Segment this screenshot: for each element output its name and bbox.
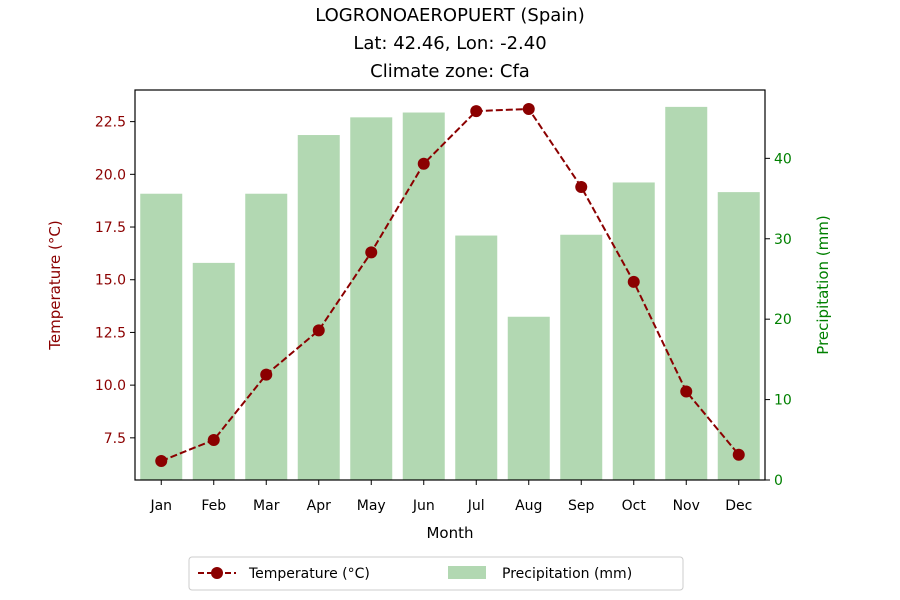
legend-precipitation-swatch: [448, 566, 486, 579]
legend-box: [188, 556, 684, 591]
temp-point-sep: [575, 180, 588, 193]
precip-bar-nov: [665, 106, 708, 480]
temp-point-dec: [732, 448, 745, 461]
x-tick-label: Dec: [725, 498, 752, 514]
precip-bar-apr: [297, 135, 340, 480]
x-tick-label: Feb: [201, 498, 226, 514]
right-axis-label: Precipitation (mm): [814, 215, 832, 354]
temp-point-mar: [260, 368, 273, 381]
precipitation-bars: [140, 106, 760, 480]
precip-bar-oct: [612, 182, 655, 480]
right-tick-label: 40: [774, 151, 792, 167]
temperature-series-line: [160, 107, 740, 462]
x-tick-label: Sep: [568, 498, 595, 514]
left-tick-label: 20.0: [95, 167, 126, 183]
chart-title-line-1: LOGRONOAEROPUERT (Spain): [315, 5, 585, 26]
left-tick-label: 7.5: [104, 431, 126, 447]
legend-precipitation-label: Precipitation (mm): [502, 566, 632, 582]
left-tick-label: 10.0: [95, 378, 126, 394]
left-tick-label: 17.5: [95, 220, 126, 236]
chart-title-line-3: Climate zone: Cfa: [370, 61, 530, 82]
x-tick-label: Apr: [307, 498, 331, 514]
x-axis-label: Month: [426, 524, 473, 542]
left-axis-ticks: 7.5 10.0 12.5 15.0 17.5 20.0 22.5: [95, 115, 135, 447]
precip-bar-aug: [507, 316, 550, 480]
chart-title-line-2: Lat: 42.46, Lon: -2.40: [353, 33, 546, 54]
precip-bar-jun: [402, 112, 445, 480]
x-tick-label: Jul: [467, 498, 485, 514]
right-tick-label: 20: [774, 312, 792, 328]
x-tick-label: Oct: [622, 498, 647, 514]
x-tick-label: Nov: [673, 498, 700, 514]
precip-bar-feb: [192, 262, 235, 480]
legend-temperature-marker: [211, 567, 223, 579]
x-tick-label: Mar: [253, 498, 280, 514]
x-tick-label: Jun: [412, 498, 435, 514]
precip-bar-mar: [245, 193, 288, 480]
precip-bar-jan: [140, 193, 183, 480]
temp-point-oct: [627, 275, 640, 288]
legend-temperature-label: Temperature (°C): [248, 566, 370, 582]
temp-point-apr: [312, 324, 325, 337]
legend: Temperature (°C) Precipitation (mm): [188, 556, 684, 591]
temp-point-jan: [155, 455, 168, 468]
left-axis-label: Temperature (°C): [46, 220, 64, 350]
right-tick-label: 30: [774, 232, 792, 248]
precip-bar-jul: [455, 235, 498, 480]
precip-bar-may: [350, 117, 393, 480]
x-axis-ticks: Jan Feb Mar Apr May Jun Jul Aug Sep Oct Nov Dec: [149, 480, 752, 514]
x-tick-label: Aug: [515, 498, 542, 514]
left-tick-label: 22.5: [95, 115, 126, 131]
temp-point-feb: [207, 433, 220, 446]
temp-point-aug: [522, 102, 535, 115]
left-tick-label: 12.5: [95, 325, 126, 341]
temp-point-jun: [417, 157, 430, 170]
x-tick-label: Jan: [149, 498, 172, 514]
x-tick-label: May: [357, 498, 386, 514]
temp-point-may: [365, 246, 378, 259]
plot-area-frame: [134, 89, 766, 481]
temp-point-jul: [470, 105, 483, 118]
right-axis-ticks: 0 10 20 30 40: [765, 151, 792, 489]
precip-bar-dec: [717, 192, 760, 480]
temperature-line: [155, 102, 745, 468]
right-tick-label: 0: [774, 473, 783, 489]
right-tick-label: 10: [774, 393, 792, 409]
temp-point-nov: [680, 385, 693, 398]
left-tick-label: 15.0: [95, 273, 126, 289]
precip-bar-sep: [560, 234, 603, 480]
